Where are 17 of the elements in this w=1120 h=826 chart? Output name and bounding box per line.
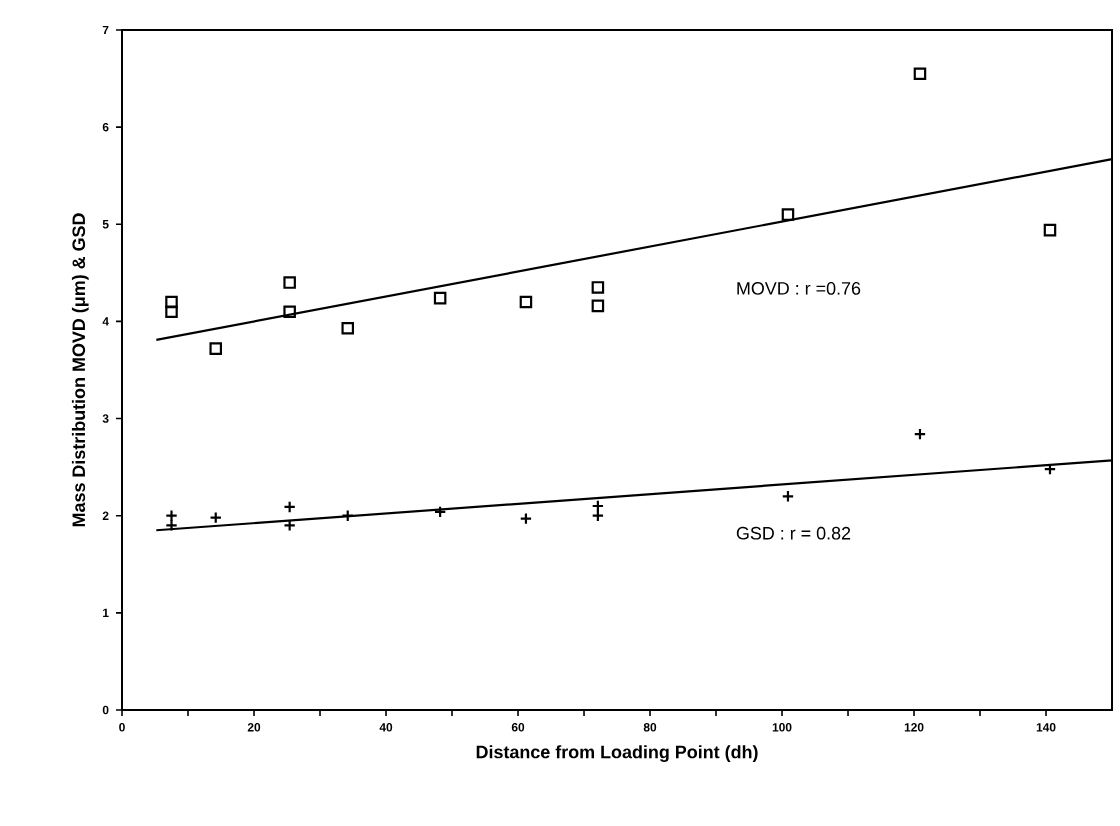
point (165, 305, 178, 318)
point (781, 208, 795, 221)
point (591, 299, 605, 313)
annotation: MOVD : r =0.76 (737, 282, 861, 295)
point (1043, 223, 1057, 237)
y-axis-title: Mass Distribution MOVD (μm) & GSD (71, 213, 89, 527)
point (165, 295, 178, 309)
point (591, 281, 605, 294)
point (519, 295, 533, 309)
point (283, 305, 296, 318)
point (283, 276, 296, 289)
point (209, 342, 223, 355)
point (341, 321, 355, 335)
annotation: GSD : r = 0.82 (736, 526, 851, 540)
x-axis-title: Distance from Loading Point (dh) (476, 745, 758, 762)
point (433, 291, 447, 305)
point (913, 67, 927, 80)
